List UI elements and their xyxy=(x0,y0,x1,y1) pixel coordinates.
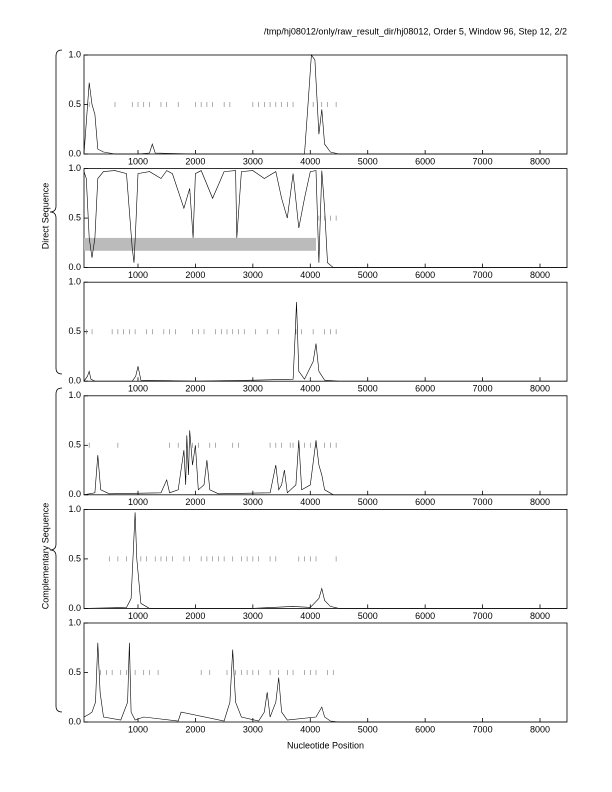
x-tick-label: 2000 xyxy=(185,724,205,734)
x-tick-label: 4000 xyxy=(300,384,320,394)
x-tick-label: 7000 xyxy=(473,724,493,734)
data-line xyxy=(83,430,567,496)
data-line xyxy=(83,512,567,609)
x-tick-label: 7000 xyxy=(473,497,493,507)
x-tick-label: 1000 xyxy=(128,270,148,280)
x-tick-label: 6000 xyxy=(415,724,435,734)
y-tick-label: 0.5 xyxy=(68,667,81,677)
x-tick-label: 7000 xyxy=(473,384,493,394)
data-line xyxy=(83,54,567,155)
x-tick-label: 1000 xyxy=(128,384,148,394)
x-tick-label: 8000 xyxy=(530,497,550,507)
plot-frame xyxy=(83,281,568,382)
x-tick-label: 2000 xyxy=(185,270,205,280)
x-tick-label: 3000 xyxy=(243,611,263,621)
y-tick-label: 0.5 xyxy=(68,553,81,563)
x-tick-label: 6000 xyxy=(415,156,435,166)
x-tick-label: 4000 xyxy=(300,611,320,621)
x-tick-label: 2000 xyxy=(185,384,205,394)
y-tick-label: 1.0 xyxy=(68,617,81,627)
x-tick-label: 3000 xyxy=(243,384,263,394)
y-tick-label: 0.0 xyxy=(68,716,81,726)
x-tick-label: 1000 xyxy=(128,497,148,507)
x-tick-label: 1000 xyxy=(128,156,148,166)
plot-frame xyxy=(83,508,568,609)
x-tick-label: 1000 xyxy=(128,611,148,621)
y-tick-label: 1.0 xyxy=(68,504,81,514)
data-line xyxy=(83,170,567,268)
x-tick-label: 5000 xyxy=(358,724,378,734)
y-tick-label: 0.0 xyxy=(68,148,81,158)
y-tick-label: 1.0 xyxy=(68,390,81,400)
plot-frame xyxy=(83,168,568,269)
x-tick-label: 5000 xyxy=(358,384,378,394)
x-tick-label: 6000 xyxy=(415,384,435,394)
x-tick-label: 4000 xyxy=(300,156,320,166)
x-tick-label: 3000 xyxy=(243,270,263,280)
plot-frame xyxy=(83,395,568,496)
y-tick-label: 1.0 xyxy=(68,163,81,173)
group-label: Complementary Sequence xyxy=(40,503,50,610)
y-tick-label: 0.0 xyxy=(68,262,81,272)
x-tick-label: 6000 xyxy=(415,611,435,621)
x-tick-label: 8000 xyxy=(530,270,550,280)
highlight-band xyxy=(84,237,317,251)
x-tick-label: 2000 xyxy=(185,611,205,621)
x-tick-label: 4000 xyxy=(300,724,320,734)
x-tick-label: 6000 xyxy=(415,270,435,280)
x-tick-label: 8000 xyxy=(530,611,550,621)
x-tick-label: 7000 xyxy=(473,270,493,280)
x-tick-label: 7000 xyxy=(473,156,493,166)
data-line xyxy=(83,301,567,382)
x-tick-label: 2000 xyxy=(185,156,205,166)
x-tick-label: 3000 xyxy=(243,497,263,507)
x-tick-label: 2000 xyxy=(185,497,205,507)
x-tick-label: 6000 xyxy=(415,497,435,507)
x-tick-label: 8000 xyxy=(530,384,550,394)
data-line xyxy=(83,642,567,723)
y-tick-label: 1.0 xyxy=(68,49,81,59)
x-tick-label: 5000 xyxy=(358,270,378,280)
y-tick-label: 1.0 xyxy=(68,277,81,287)
x-tick-label: 5000 xyxy=(358,156,378,166)
x-tick-label: 7000 xyxy=(473,611,493,621)
plot-frame xyxy=(83,54,568,155)
header-title: /tmp/hj08012/only/raw_result_dir/hj08012… xyxy=(264,26,567,36)
x-tick-label: 1000 xyxy=(128,724,148,734)
x-tick-label: 8000 xyxy=(530,724,550,734)
x-tick-label: 3000 xyxy=(243,724,263,734)
y-tick-label: 0.0 xyxy=(68,603,81,613)
y-tick-label: 0.5 xyxy=(68,326,81,336)
x-tick-label: 5000 xyxy=(358,497,378,507)
x-tick-label: 4000 xyxy=(300,497,320,507)
y-tick-label: 0.0 xyxy=(68,489,81,499)
y-tick-label: 0.5 xyxy=(68,212,81,222)
x-tick-label: 3000 xyxy=(243,156,263,166)
y-tick-label: 0.0 xyxy=(68,376,81,386)
x-tick-label: 4000 xyxy=(300,270,320,280)
x-axis-label: Nucleotide Position xyxy=(287,740,364,750)
x-tick-label: 8000 xyxy=(530,156,550,166)
plot-frame xyxy=(83,622,568,723)
brace xyxy=(49,49,63,375)
x-tick-label: 5000 xyxy=(358,611,378,621)
y-tick-label: 0.5 xyxy=(68,99,81,109)
brace xyxy=(49,387,63,713)
group-label: Direct Sequence xyxy=(40,183,50,250)
y-tick-label: 0.5 xyxy=(68,440,81,450)
